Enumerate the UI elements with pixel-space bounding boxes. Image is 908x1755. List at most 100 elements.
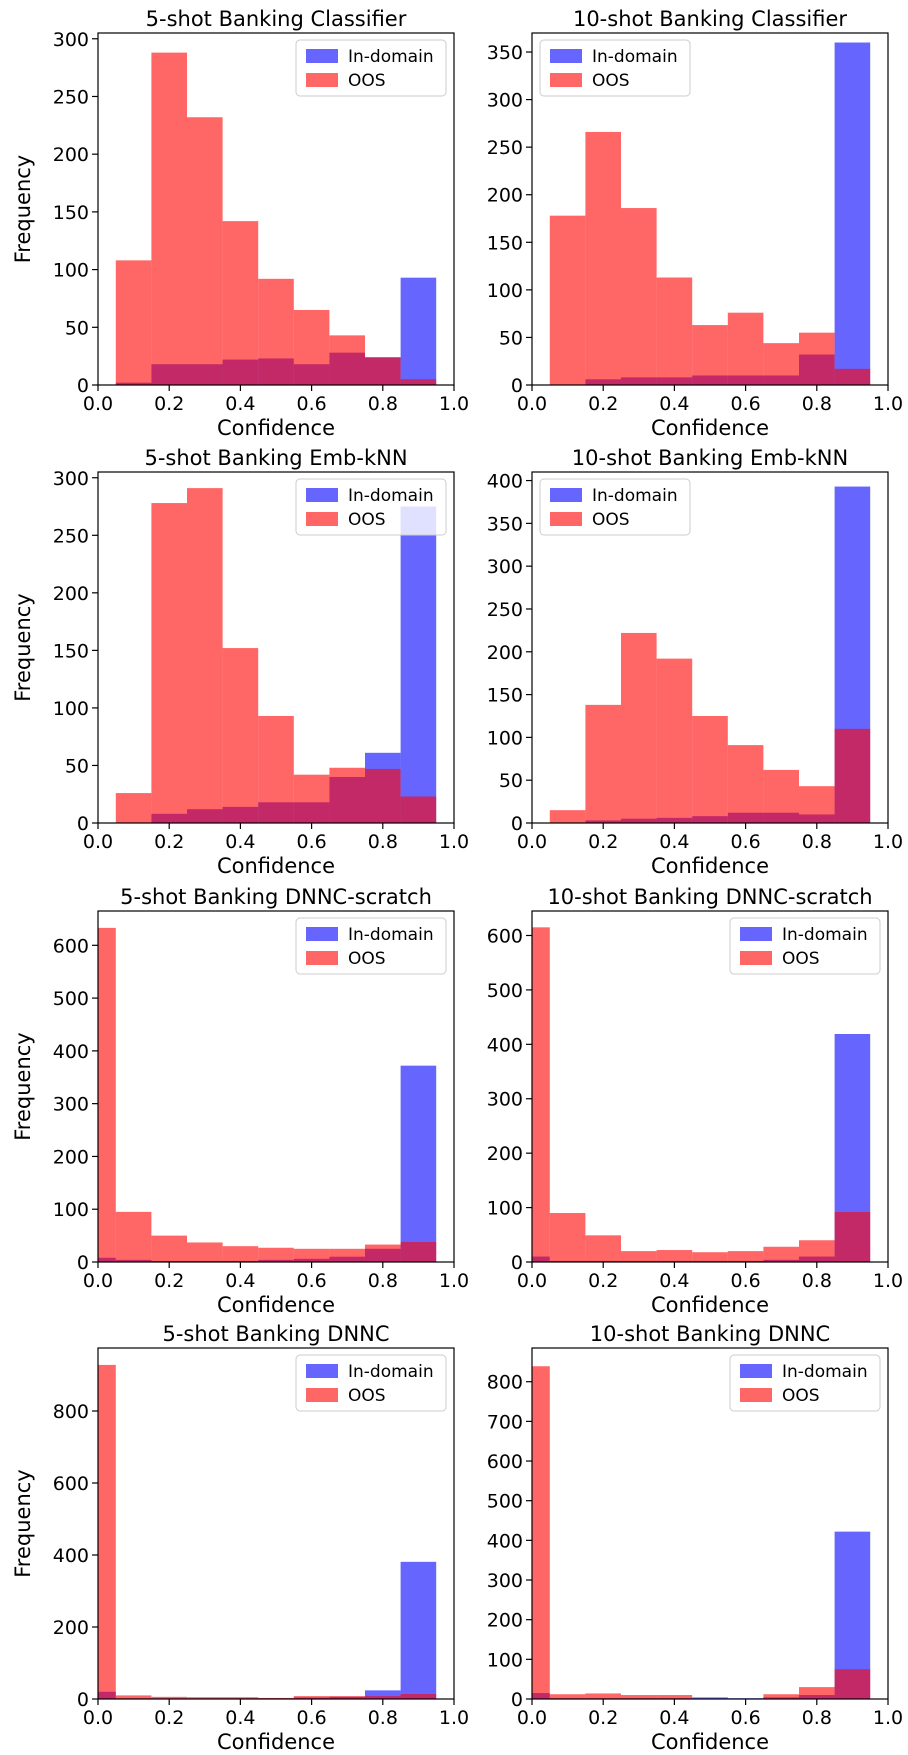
legend-swatch-oos — [740, 951, 772, 965]
oos-bar — [293, 309, 330, 385]
oos-bar — [763, 343, 799, 385]
x-tick-label: 0.2 — [154, 1270, 184, 1292]
x-tick-label: 0.6 — [730, 831, 760, 853]
x-tick-label: 1.0 — [873, 1270, 903, 1292]
legend: In-domain OOS — [295, 917, 447, 975]
legend-swatch-oos — [306, 512, 338, 526]
x-tick-label: 0.0 — [517, 393, 547, 415]
oos-bar — [293, 1696, 330, 1699]
oos-bar — [115, 1695, 152, 1699]
oos-bar — [799, 1240, 835, 1262]
oos-bar — [799, 332, 835, 385]
chart-title: 5-shot Banking Emb-kNN — [144, 446, 407, 470]
x-tick-label: 0.6 — [296, 1270, 326, 1292]
y-tick-label: 300 — [487, 1089, 523, 1111]
legend-swatch-oos — [550, 73, 582, 87]
y-tick-label: 500 — [487, 980, 523, 1002]
y-tick-label: 0 — [77, 813, 89, 835]
oos-bar — [727, 312, 764, 385]
oos-bar — [549, 810, 586, 823]
x-tick-label: 1.0 — [873, 831, 903, 853]
oos-bar — [727, 1251, 764, 1262]
oos-bar — [187, 1242, 223, 1262]
x-tick-label: 0.4 — [225, 393, 255, 415]
legend-swatch-in-domain — [740, 927, 772, 941]
y-tick-label: 800 — [487, 1372, 523, 1394]
y-tick-label: 250 — [53, 525, 89, 547]
chart-panel: 0.0 0.2 0.4 0.6 0.8 1.0 0 50 100 150 200 250 300 5-sh… — [11, 7, 469, 440]
y-tick-label: 0 — [511, 813, 523, 835]
legend-label: OOS — [348, 1386, 386, 1406]
oos-bar — [115, 793, 152, 823]
legend: In-domain OOS — [729, 1354, 881, 1412]
oos-bar — [329, 1248, 365, 1262]
x-tick-label: 0.0 — [517, 1270, 547, 1292]
in-domain-bar — [400, 1065, 437, 1262]
x-tick-label: 0.2 — [154, 831, 184, 853]
legend-label: In-domain — [348, 486, 434, 506]
y-tick-label: 100 — [53, 698, 89, 720]
x-tick-label: 0.8 — [802, 831, 832, 853]
x-tick-label: 1.0 — [439, 1270, 469, 1292]
in-domain-bar — [400, 1561, 437, 1699]
x-tick-label: 0.2 — [588, 1270, 618, 1292]
x-axis-label: Confidence — [217, 416, 335, 440]
y-tick-label: 600 — [487, 925, 523, 947]
x-tick-label: 0.8 — [368, 393, 398, 415]
y-tick-label: 300 — [53, 29, 89, 51]
legend-label: In-domain — [348, 1362, 434, 1382]
legend-swatch-oos — [306, 73, 338, 87]
oos-bar — [258, 715, 294, 823]
y-tick-label: 50 — [65, 755, 89, 777]
oos-bar — [621, 1251, 657, 1262]
oos-bar — [692, 715, 728, 823]
chart-panel: 0.0 0.2 0.4 0.6 0.8 1.0 0 50 100 150 200 250 300 350 4… — [487, 446, 903, 878]
y-tick-label: 500 — [53, 988, 89, 1010]
plot-frame — [97, 471, 455, 824]
y-tick-label: 300 — [53, 1094, 89, 1116]
oos-bar — [799, 786, 835, 823]
y-tick-label: 600 — [487, 1451, 523, 1473]
oos-bar — [329, 335, 365, 385]
oos-bar — [222, 221, 259, 385]
y-tick-label: 400 — [487, 1530, 523, 1552]
y-axis-label: Frequency — [11, 1469, 35, 1578]
y-tick-label: 100 — [53, 260, 89, 282]
in-domain-bar — [400, 506, 437, 823]
y-tick-label: 400 — [487, 1034, 523, 1056]
oos-bar — [549, 1694, 586, 1699]
legend-swatch-oos — [740, 1388, 772, 1402]
y-tick-label: 250 — [487, 137, 523, 159]
x-axis-label: Confidence — [217, 854, 335, 878]
legend-label: In-domain — [348, 47, 434, 67]
x-tick-label: 0.8 — [802, 393, 832, 415]
x-tick-label: 0.4 — [659, 831, 689, 853]
y-tick-label: 300 — [487, 90, 523, 112]
oos-bar — [293, 774, 330, 823]
legend-label: In-domain — [592, 47, 678, 67]
oos-bar — [585, 1235, 621, 1262]
oos-bar — [763, 1694, 799, 1699]
x-tick-label: 0.2 — [588, 393, 618, 415]
legend-label: In-domain — [782, 925, 868, 945]
legend-label: OOS — [348, 510, 386, 530]
x-tick-label: 0.8 — [802, 1270, 832, 1292]
oos-bar — [98, 927, 116, 1262]
oos-bar — [258, 278, 294, 385]
chart-title: 10-shot Banking Emb-kNN — [572, 446, 848, 470]
x-tick-label: 0.2 — [154, 1707, 184, 1729]
x-tick-label: 1.0 — [873, 1707, 903, 1729]
plot-frame — [531, 1347, 889, 1700]
in-domain-bar — [400, 277, 437, 385]
legend-label: OOS — [782, 949, 820, 969]
legend: In-domain OOS — [295, 478, 447, 536]
x-axis-label: Confidence — [217, 1730, 335, 1754]
x-tick-label: 0.4 — [225, 1270, 255, 1292]
legend-label: OOS — [348, 71, 386, 91]
oos-bar — [656, 1250, 693, 1262]
chart-panel: 0.0 0.2 0.4 0.6 0.8 1.0 0 50 100 150 200 250 300 5-sh… — [11, 446, 469, 878]
oos-bar — [549, 1213, 586, 1262]
oos-bar — [365, 357, 401, 385]
oos-bar — [585, 704, 621, 823]
oos-bar — [115, 260, 152, 385]
